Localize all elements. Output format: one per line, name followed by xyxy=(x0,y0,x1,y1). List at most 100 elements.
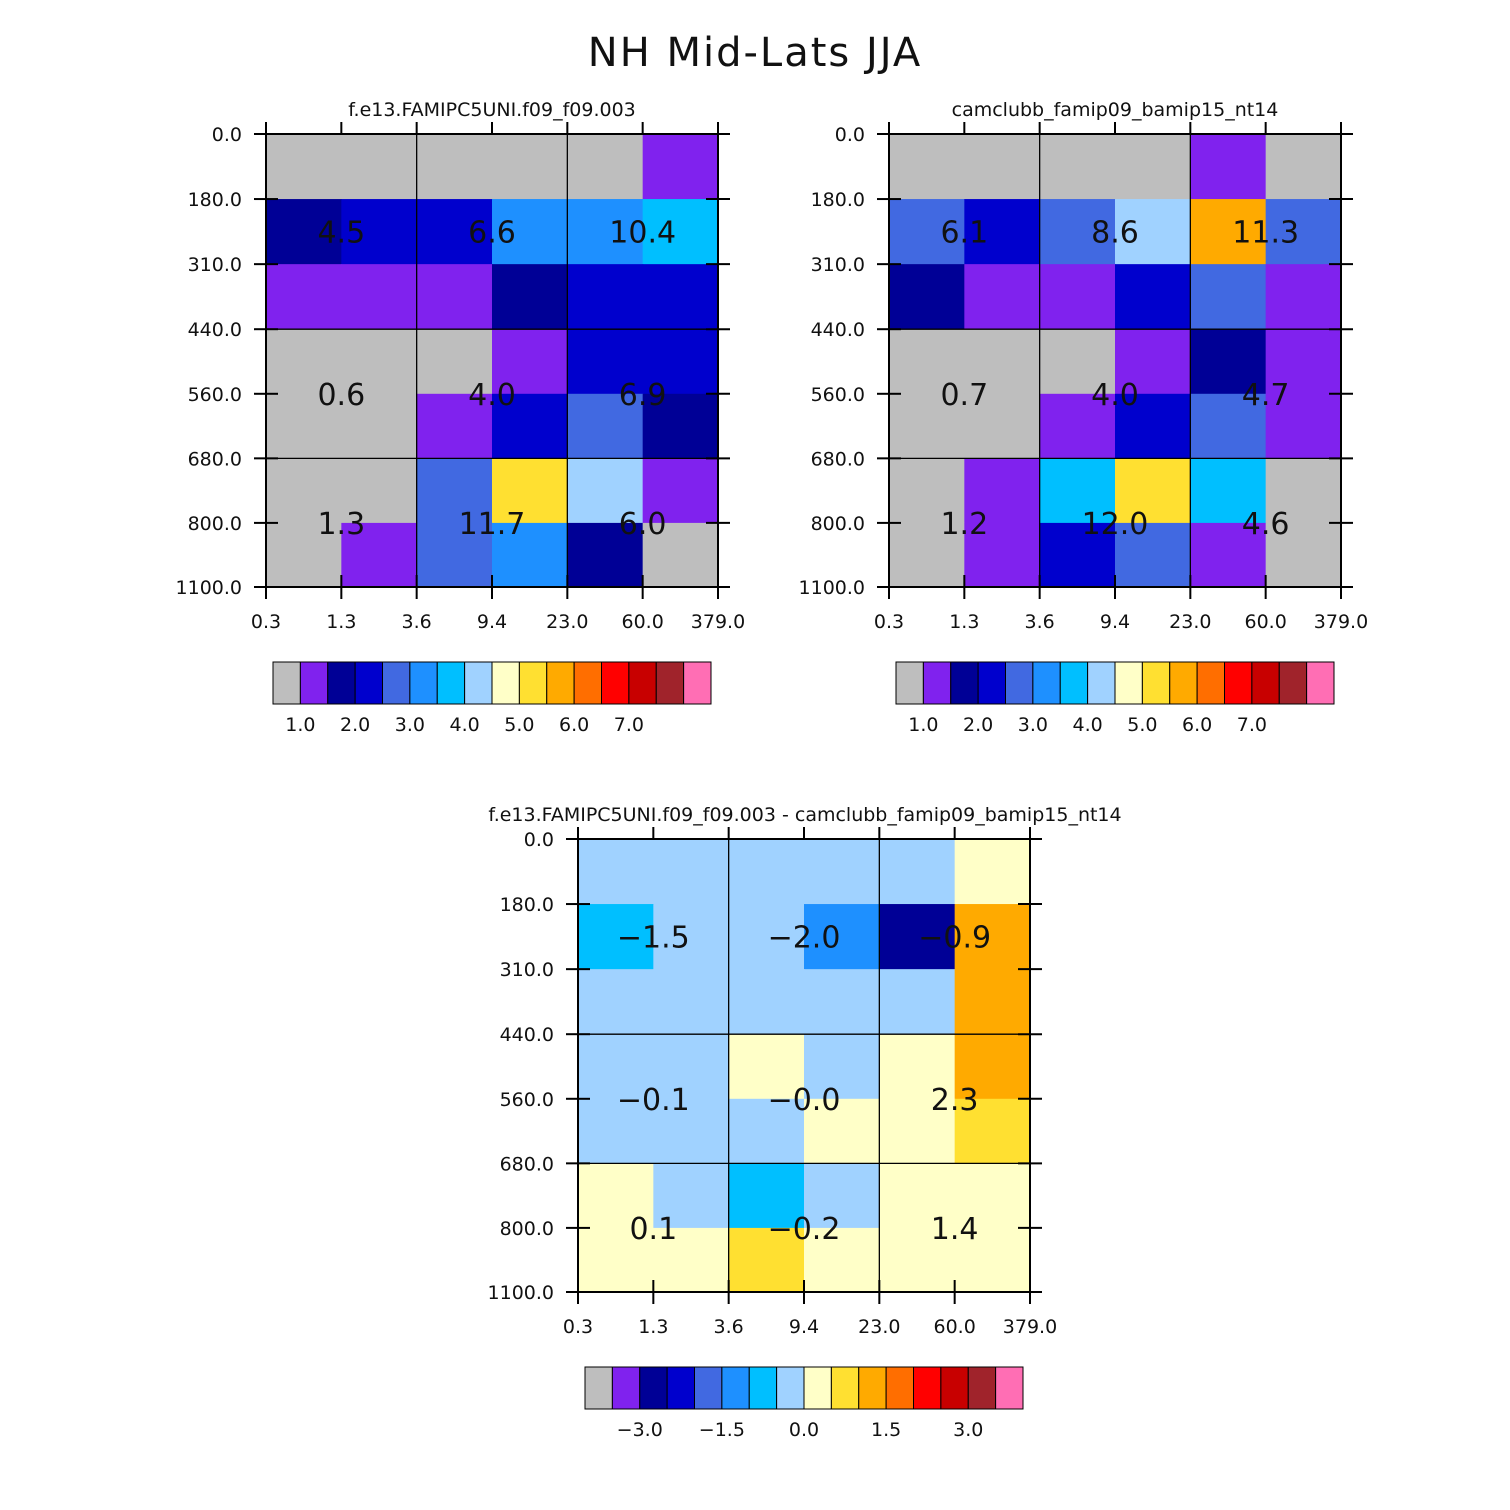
y-tick-label: 800.0 xyxy=(188,513,242,535)
x-tick-label: 60.0 xyxy=(1245,611,1287,633)
y-tick-label: 310.0 xyxy=(188,254,242,276)
colorbar-label: −3.0 xyxy=(617,1419,663,1441)
heatmap-cell xyxy=(492,134,568,200)
heatmap-cell xyxy=(492,522,568,588)
heatmap-cell xyxy=(1115,329,1191,395)
heatmap-cell xyxy=(492,329,568,395)
heatmap-cell xyxy=(964,458,1041,524)
panel-title-1: f.e13.FAMIPC5UNI.f09_f09.003 xyxy=(348,99,636,121)
colorbar-swatch xyxy=(327,661,356,705)
heatmap-cell xyxy=(567,393,644,459)
colorbar-swatch xyxy=(683,661,712,705)
heatmap-cell xyxy=(954,1034,1031,1100)
heatmap-cell xyxy=(567,522,644,588)
heatmap-cell xyxy=(416,329,493,395)
y-tick-label: 180.0 xyxy=(188,189,242,211)
heatmap-cell xyxy=(954,1163,1031,1229)
colorbar-swatch xyxy=(1306,661,1335,705)
colorbar-swatch xyxy=(1169,661,1198,705)
colorbar-label: −1.5 xyxy=(699,1419,745,1441)
heatmap-cell xyxy=(954,904,1031,970)
y-tick-label: 1100.0 xyxy=(488,1282,554,1304)
y-tick-label: 560.0 xyxy=(188,384,242,406)
heatmap-cell xyxy=(341,134,418,200)
y-tick-label: 180.0 xyxy=(811,189,865,211)
colorbar-swatch xyxy=(940,1366,969,1410)
cell-value-label: 4.0 xyxy=(1091,378,1139,413)
heatmap-cell xyxy=(1190,134,1267,200)
colorbar-swatch xyxy=(409,661,438,705)
heatmap-cell xyxy=(642,329,719,395)
heatmap-cell xyxy=(266,522,342,588)
heatmap-cell xyxy=(1265,199,1342,265)
x-tick-label: 1.3 xyxy=(949,611,979,633)
heatmap-cell xyxy=(578,904,654,970)
heatmap-cell xyxy=(653,1227,730,1293)
colorbar-swatch xyxy=(354,661,383,705)
cell-value-label: −0.2 xyxy=(768,1212,841,1247)
x-tick-label: 379.0 xyxy=(691,611,745,633)
colorbar-label: 5.0 xyxy=(504,714,534,736)
x-tick-label: 23.0 xyxy=(858,1316,900,1338)
colorbar-swatch xyxy=(382,661,411,705)
colorbar-label: 3.0 xyxy=(953,1419,983,1441)
heatmap-cell xyxy=(964,264,1041,330)
colorbar-swatch xyxy=(518,661,548,705)
colorbar-label: 3.0 xyxy=(395,714,425,736)
cell-value-label: 0.6 xyxy=(317,378,365,413)
x-tick-label: 379.0 xyxy=(1003,1316,1057,1338)
colorbar-swatch xyxy=(639,1366,668,1410)
cell-value-label: 4.5 xyxy=(317,216,365,251)
cell-value-label: −1.5 xyxy=(617,921,690,956)
colorbar-label: 1.5 xyxy=(871,1419,901,1441)
colorbar-label: 2.0 xyxy=(340,714,370,736)
colorbar-swatch xyxy=(721,1366,750,1410)
heatmap-cell xyxy=(653,1098,730,1164)
x-tick-label: 60.0 xyxy=(622,611,664,633)
heatmap-cell xyxy=(879,1034,956,1100)
x-tick-label: 23.0 xyxy=(1169,611,1211,633)
cell-value-label: 10.4 xyxy=(609,216,676,251)
heatmap-cell xyxy=(642,522,719,588)
colorbar-swatch xyxy=(299,661,329,705)
x-tick-label: 23.0 xyxy=(546,611,588,633)
heatmap-cell xyxy=(1039,199,1116,265)
colorbar-swatch xyxy=(803,1366,832,1410)
y-tick-label: 440.0 xyxy=(811,319,865,341)
heatmap-cell xyxy=(492,458,568,524)
heatmap-cell xyxy=(889,264,965,330)
panel-title-3: f.e13.FAMIPC5UNI.f09_f09.003 - camclubb_… xyxy=(488,804,1122,826)
x-tick-label: 379.0 xyxy=(1314,611,1368,633)
heatmap-cell xyxy=(1190,199,1267,265)
heatmap-cell xyxy=(341,458,418,524)
heatmap-cell xyxy=(341,393,418,459)
x-tick-label: 0.3 xyxy=(251,611,281,633)
heatmap-cell xyxy=(1190,458,1267,524)
colorbar-swatch xyxy=(1005,661,1034,705)
y-tick-label: 800.0 xyxy=(811,513,865,535)
cell-value-label: 1.4 xyxy=(931,1212,979,1247)
y-tick-label: 440.0 xyxy=(188,319,242,341)
y-tick-label: 680.0 xyxy=(811,448,865,470)
heatmap-cell xyxy=(578,969,654,1035)
colorbar-swatch xyxy=(995,1366,1024,1410)
heatmap-cell xyxy=(1115,134,1191,200)
heatmap-cell xyxy=(804,839,880,905)
heatmap-cell xyxy=(642,393,719,459)
heatmap-cell xyxy=(341,199,418,265)
heatmap-cell xyxy=(642,134,719,200)
heatmap-cell xyxy=(567,264,644,330)
heatmap-cell xyxy=(492,199,568,265)
x-tick-label: 3.6 xyxy=(1025,611,1055,633)
colorbar-swatch xyxy=(830,1366,860,1410)
heatmap-cell xyxy=(964,393,1041,459)
colorbar-swatch xyxy=(546,661,575,705)
heatmap-cell xyxy=(879,1227,956,1293)
y-tick-label: 0.0 xyxy=(212,124,242,146)
heatmap-cell xyxy=(492,393,568,459)
y-tick-label: 560.0 xyxy=(811,384,865,406)
colorbar-label: 4.0 xyxy=(450,714,480,736)
